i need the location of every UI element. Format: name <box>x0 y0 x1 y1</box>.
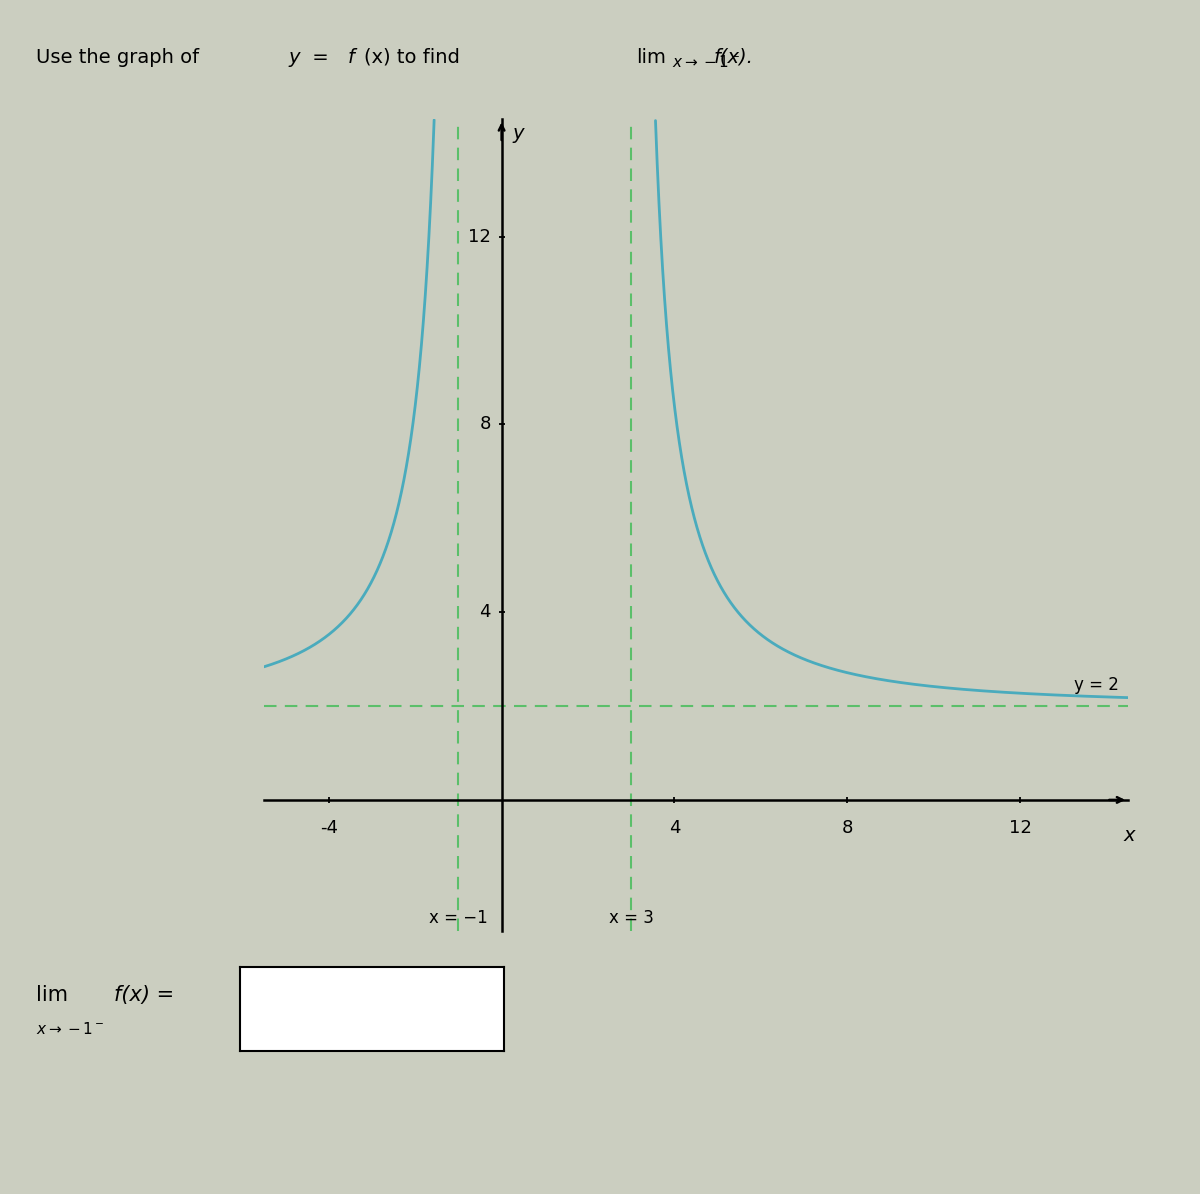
Text: x = 3: x = 3 <box>608 909 654 927</box>
Text: =: = <box>306 48 335 67</box>
Text: 4: 4 <box>479 603 491 621</box>
Text: x = −1: x = −1 <box>430 909 487 927</box>
Text: f: f <box>348 48 355 67</box>
Text: 8: 8 <box>841 819 853 837</box>
Text: 12: 12 <box>1008 819 1032 837</box>
Text: f(x) =: f(x) = <box>114 985 174 1005</box>
Text: 4: 4 <box>668 819 680 837</box>
Text: 12: 12 <box>468 228 491 246</box>
Text: y = 2: y = 2 <box>1074 676 1120 695</box>
Text: lim: lim <box>636 48 666 67</box>
Text: Use the graph of: Use the graph of <box>36 48 205 67</box>
Text: $x\to-1^-$: $x\to-1^-$ <box>36 1021 104 1036</box>
Text: -4: -4 <box>319 819 338 837</box>
Text: y: y <box>512 124 524 143</box>
Text: 8: 8 <box>480 416 491 433</box>
Text: y: y <box>288 48 300 67</box>
Text: lim: lim <box>36 985 68 1005</box>
Text: $x\to-1^-$: $x\to-1^-$ <box>672 54 740 69</box>
Text: f(x).: f(x). <box>714 48 754 67</box>
Text: x: x <box>1123 826 1135 844</box>
Text: (x) to find: (x) to find <box>364 48 460 67</box>
